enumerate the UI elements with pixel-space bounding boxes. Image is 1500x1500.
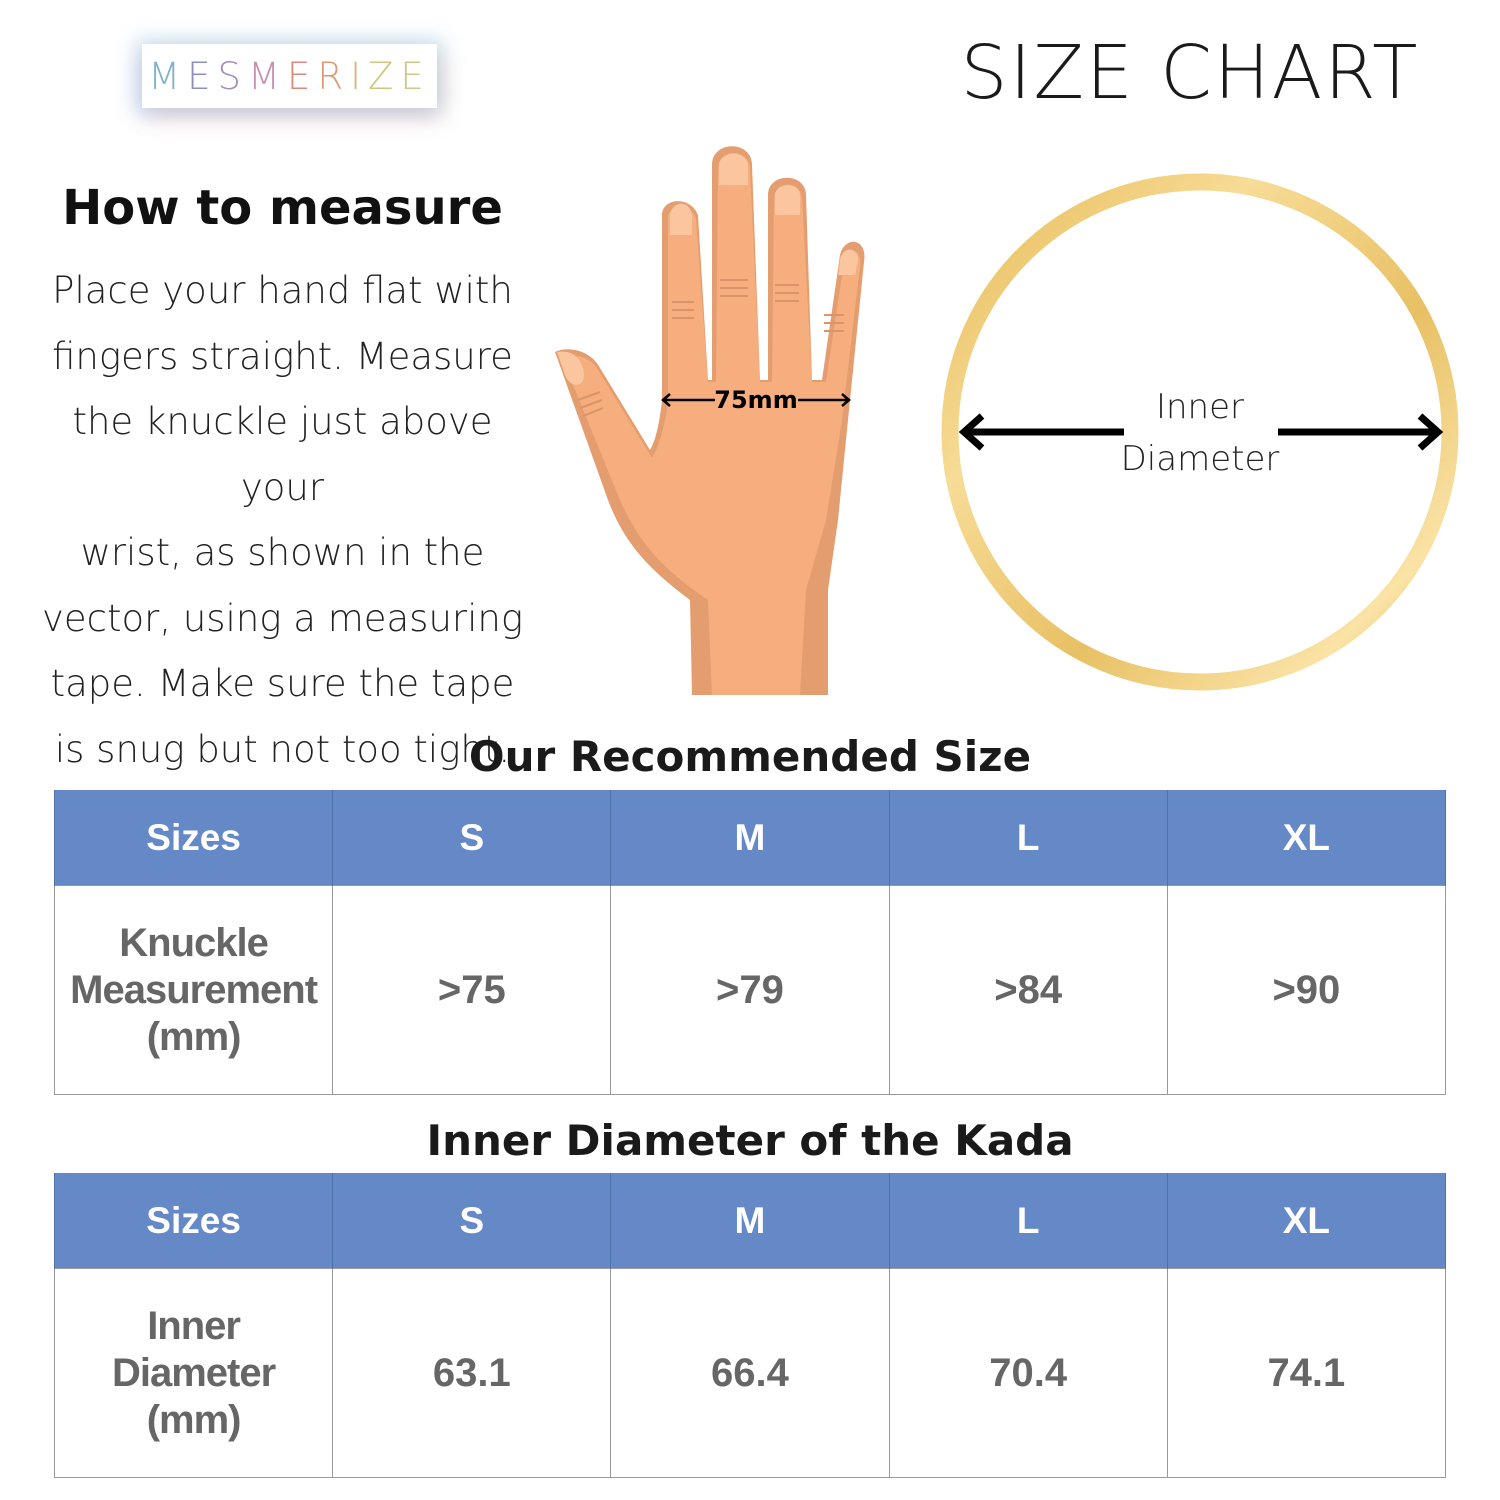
cell-m: >79 [610, 885, 890, 1095]
ring-illustration: Inner Diameter [941, 173, 1459, 691]
how-to-instructions: Place your hand flat with fingers straig… [40, 258, 525, 782]
cell-xl: 74.1 [1166, 1268, 1447, 1478]
logo-letter: E [400, 54, 431, 98]
header-l: L [888, 1173, 1168, 1269]
instruction-line: is snug but not too tight. [54, 727, 511, 771]
instruction-line: tape. Make sure the tape [50, 662, 515, 705]
diameter-arrow [958, 413, 1444, 451]
logo-letter: R [317, 54, 351, 98]
table-header-row: Sizes S M L XL [53, 790, 1447, 886]
instruction-line: the knuckle just above your [72, 400, 493, 509]
logo-letter: M [148, 54, 188, 98]
cell-l: >84 [888, 885, 1168, 1095]
page-title: SIZE CHART [960, 30, 1420, 116]
table-row: Knuckle Measurement (mm) >75 >79 >84 >90 [53, 885, 1447, 1095]
ring-label-line1: Inner [1156, 387, 1244, 427]
measurement-arrow [661, 393, 851, 407]
recommended-size-table: Sizes S M L XL Knuckle Measurement (mm) >7… [53, 790, 1447, 1095]
inner-diameter-title: Inner Diameter of the Kada [426, 1116, 1074, 1165]
how-to-title: How to measure [62, 180, 503, 236]
instruction-line: Place your hand flat with [52, 269, 513, 312]
instruction-line: vector, using a measuring [41, 596, 524, 640]
header-sizes: Sizes [53, 1173, 334, 1269]
header-l: L [888, 790, 1168, 886]
header-xl: XL [1166, 1173, 1447, 1269]
cell-s: 63.1 [332, 1268, 612, 1478]
cell-xl: >90 [1166, 885, 1447, 1095]
logo-letter: S [217, 54, 249, 98]
recommended-size-title: Our Recommended Size [468, 732, 1032, 781]
table-row: Inner Diameter (mm) 63.1 66.4 70.4 74.1 [53, 1268, 1447, 1478]
header-s: S [332, 790, 612, 886]
logo-letter: E [286, 54, 318, 98]
ring-label-line2: Diameter [1121, 439, 1280, 479]
ring-circle [941, 173, 1459, 691]
table-header-row: Sizes S M L XL [53, 1173, 1447, 1269]
row-label: Knuckle Measurement (mm) [53, 885, 334, 1095]
logo-letter: E [187, 54, 218, 98]
header-m: M [610, 1173, 890, 1269]
instruction-line: fingers straight. Measure [52, 334, 513, 378]
hand-illustration: 75mm [555, 146, 865, 695]
logo-letter: I [350, 54, 369, 98]
instruction-line: wrist, as shown in the [80, 531, 485, 574]
logo-letter: M [248, 54, 287, 98]
logo-letter: Z [368, 54, 401, 98]
cell-s: >75 [332, 885, 612, 1095]
header-xl: XL [1166, 790, 1447, 886]
header-s: S [332, 1173, 612, 1269]
row-label: Inner Diameter (mm) [53, 1268, 334, 1478]
cell-m: 66.4 [610, 1268, 890, 1478]
inner-diameter-table: Sizes S M L XL Inner Diameter (mm) 63.1 66… [53, 1173, 1447, 1478]
header-sizes: Sizes [53, 790, 334, 886]
cell-l: 70.4 [888, 1268, 1168, 1478]
measurement-label: 75mm [714, 386, 797, 414]
header-m: M [610, 790, 890, 886]
